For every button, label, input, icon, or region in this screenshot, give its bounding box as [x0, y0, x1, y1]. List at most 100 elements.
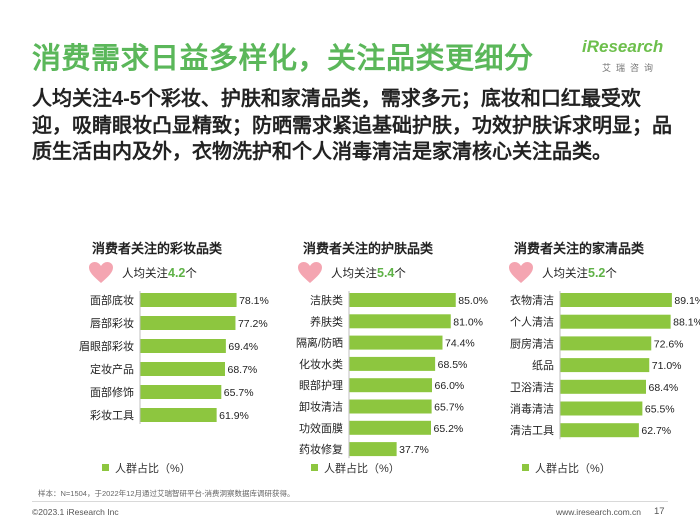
bar	[140, 316, 236, 330]
logo-text: iResearch	[582, 37, 664, 56]
legend-label: 人群占比（%）	[324, 463, 400, 475]
value-label: 65.5%	[645, 404, 675, 416]
bar	[349, 314, 451, 329]
legend: 人群占比（%）	[311, 460, 400, 476]
value-label: 78.1%	[239, 295, 269, 307]
category-label: 养肤类	[310, 314, 343, 328]
iresearch-logo: iResearch 艾瑞咨询	[580, 37, 666, 77]
value-label: 85.0%	[458, 295, 488, 307]
bar	[560, 336, 652, 351]
category-label: 彩妆工具	[90, 409, 134, 422]
legend: 人群占比（%）	[102, 460, 191, 476]
category-label: 洁肤类	[310, 293, 343, 307]
legend-swatch	[522, 464, 529, 471]
bar	[349, 420, 431, 435]
bar	[349, 378, 432, 393]
value-label: 81.0%	[453, 316, 483, 328]
chart-title: 消费者关注的护肤品类	[302, 241, 433, 256]
category-label: 卫浴清洁	[510, 381, 554, 394]
category-label: 卸妆清洁	[299, 400, 343, 414]
panel-skincare: 消费者关注的护肤品类 人均关注5.4个 洁肤类 85.0% 养肤类 81.0% 隔离/防…	[263, 238, 488, 478]
legend-label: 人群占比（%）	[115, 463, 191, 475]
value-label: 37.7%	[399, 444, 429, 456]
bar	[349, 356, 436, 371]
chart-title: 消费者关注的家清品类	[513, 241, 644, 256]
category-label: 纸品	[532, 359, 554, 372]
category-label: 消毒清洁	[510, 402, 554, 416]
bar	[349, 335, 443, 350]
avg-suffix: 个	[185, 268, 197, 280]
footer-divider	[32, 501, 668, 502]
bar	[349, 442, 397, 457]
category-label: 面部底妆	[90, 293, 134, 307]
category-label: 眼部护理	[299, 378, 343, 392]
value-label: 72.6%	[654, 338, 684, 350]
heart-icon	[89, 262, 113, 283]
bar	[560, 314, 671, 329]
avg-value: 5.4	[377, 266, 395, 280]
bar-chart-makeup: 面部底妆 78.1% 唇部彩妆 77.2% 眉眼部彩妆 69.4% 定妆产品 68.7% 面部修…	[79, 291, 269, 424]
panel-household: 消费者关注的家清品类 人均关注5.2个 衣物清洁 89.1% 个人清洁 88.1% 厨房…	[474, 238, 700, 478]
page-number: 17	[654, 506, 665, 517]
category-label: 隔离/防晒	[296, 336, 343, 350]
avg-prefix: 人均关注	[331, 268, 377, 280]
avg-suffix: 个	[394, 268, 406, 280]
category-label: 药妆修复	[299, 442, 343, 456]
panel-makeup: 消费者关注的彩妆品类 人均关注4.2个 面部底妆 78.1% 唇部彩妆 77.2% 眉眼…	[52, 238, 269, 478]
bar	[140, 293, 237, 307]
category-label: 厨房清洁	[510, 337, 554, 350]
avg-text: 人均关注4.2个	[122, 265, 197, 281]
value-label: 89.1%	[674, 295, 700, 307]
chart-title: 消费者关注的彩妆品类	[91, 241, 222, 256]
website-link[interactable]: www.iresearch.com.cn	[556, 507, 642, 517]
bar	[349, 399, 432, 414]
avg-text: 人均关注5.2个	[542, 265, 617, 281]
avg-text: 人均关注5.4个	[331, 265, 406, 281]
value-label: 68.7%	[228, 364, 258, 376]
value-label: 71.0%	[652, 360, 682, 372]
bar	[140, 362, 226, 376]
bar	[140, 385, 222, 399]
category-label: 个人清洁	[510, 316, 554, 329]
category-label: 面部修饰	[90, 385, 134, 399]
bar	[560, 423, 639, 438]
legend-label: 人群占比（%）	[535, 463, 611, 475]
bar	[560, 293, 672, 307]
value-label: 65.7%	[224, 387, 254, 399]
value-label: 69.4%	[228, 341, 258, 353]
bar	[560, 358, 650, 373]
legend-swatch	[102, 464, 109, 471]
value-label: 68.4%	[649, 382, 679, 394]
value-label: 77.2%	[238, 318, 268, 330]
category-label: 眉眼部彩妆	[79, 339, 134, 353]
legend: 人群占比（%）	[522, 460, 611, 476]
sample-note: 样本：N=1504，于2022年12月通过艾瑞智研平台-消费洞察数据库调研获得。	[38, 489, 295, 498]
avg-prefix: 人均关注	[542, 268, 588, 280]
avg-prefix: 人均关注	[122, 268, 168, 280]
avg-suffix: 个	[605, 268, 617, 280]
value-label: 62.7%	[641, 425, 671, 437]
heart-icon	[298, 262, 322, 283]
value-label: 65.7%	[434, 402, 464, 414]
category-label: 唇部彩妆	[90, 316, 134, 330]
value-label: 66.0%	[435, 380, 465, 392]
bar	[560, 379, 646, 394]
bar-chart-household: 衣物清洁 89.1% 个人清洁 88.1% 厨房清洁 72.6% 纸品 71.0% 卫浴清洁 68…	[510, 291, 700, 440]
category-label: 衣物清洁	[510, 293, 554, 307]
avg-value: 4.2	[168, 266, 186, 280]
value-label: 61.9%	[219, 410, 249, 422]
value-label: 88.1%	[673, 317, 700, 329]
bar	[349, 293, 456, 307]
logo-subtitle: 艾瑞咨询	[602, 63, 659, 73]
bar	[140, 408, 217, 422]
value-label: 68.5%	[438, 359, 468, 371]
bar	[140, 339, 226, 353]
category-label: 定妆产品	[90, 362, 134, 376]
page-title: 消费需求日益多样化，关注品类更细分	[32, 43, 534, 75]
category-label: 化妆水类	[299, 357, 343, 371]
category-label: 功效面膜	[299, 421, 343, 435]
legend-swatch	[311, 464, 318, 471]
copyright: ©2023.1 iResearch Inc	[32, 507, 119, 517]
bar	[560, 401, 643, 416]
value-label: 65.2%	[434, 423, 464, 435]
